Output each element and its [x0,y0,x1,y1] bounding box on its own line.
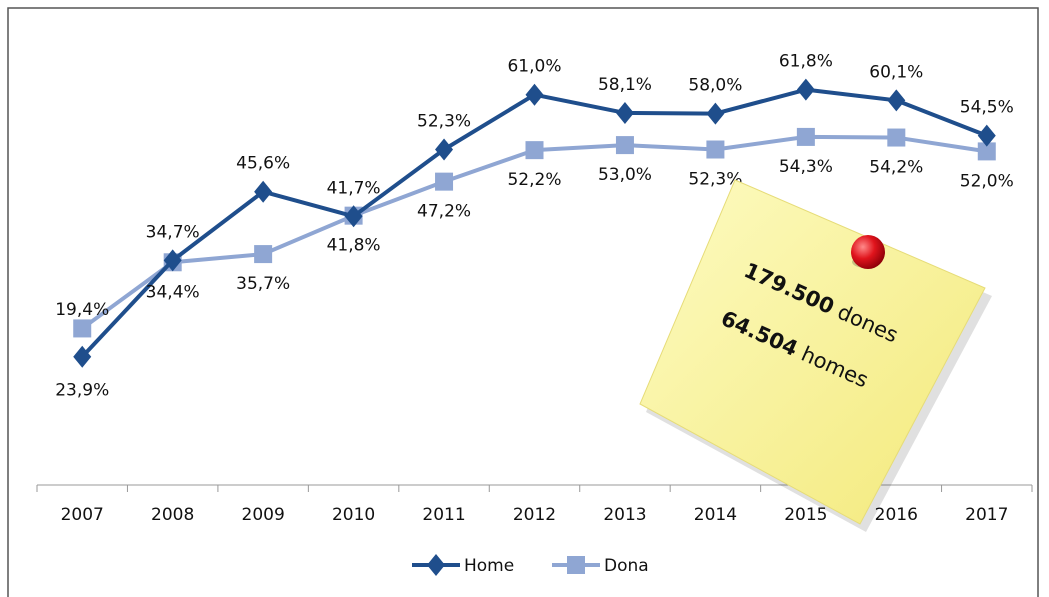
marker [567,556,585,574]
x-tick-label: 2007 [61,505,104,525]
data-label: 23,9% [55,380,109,400]
marker [435,172,454,191]
marker [706,140,725,159]
legend-label: Dona [604,556,649,576]
data-label: 61,8% [779,52,833,72]
note [639,179,986,525]
marker [254,245,273,264]
data-label: 34,4% [146,282,200,302]
marker [163,249,182,272]
marker [977,124,996,147]
x-tick-label: 2012 [513,505,556,525]
marker [254,180,273,203]
x-tick-label: 2017 [965,505,1008,525]
data-label: 45,6% [236,154,290,174]
frame [7,7,1039,597]
marker [73,319,92,338]
marker [615,101,634,124]
plot-area: 2007 2008 2009 2010 2011 2012 2013 2014 2015 2016… [36,52,1033,576]
x-tick-label: 2011 [422,505,465,525]
marker [887,128,906,147]
marker [525,83,544,106]
data-label: 47,2% [417,202,471,222]
x-tick-label: 2010 [332,505,375,525]
data-label: 41,7% [327,178,381,198]
data-label: 53,0% [598,165,652,185]
data-label: 19,4% [55,300,109,320]
x-tick-label: 2013 [603,505,646,525]
data-label: 52,3% [688,170,742,190]
x-tick-label: 2014 [694,505,737,525]
data-label: 52,0% [960,171,1014,191]
data-label: 52,2% [507,170,561,190]
marker [525,141,544,160]
marker [706,102,725,125]
marker [73,345,92,368]
marker [344,205,363,228]
data-label: 54,5% [960,98,1014,118]
pin [851,235,885,269]
x-tick-label: 2016 [875,505,918,525]
data-label: 61,0% [507,57,561,77]
data-label: 35,7% [236,274,290,294]
marker [887,89,906,112]
marker [435,138,454,161]
marker [796,127,815,146]
marker [796,78,815,101]
legend-label: Home [464,556,514,576]
data-label: 41,8% [327,236,381,256]
marker [615,136,634,155]
sticky-note: 179.500 dones 64.504 homes [639,179,992,532]
data-label: 60,1% [869,62,923,82]
x-tick-label: 2008 [151,505,194,525]
data-label: 58,0% [688,76,742,96]
data-label: 52,3% [417,112,471,132]
x-tick-label: 2009 [242,505,285,525]
marker [977,142,996,161]
data-label: 54,3% [779,157,833,177]
marker [427,554,445,576]
data-label: 34,7% [146,222,200,242]
data-label: 54,2% [869,158,923,178]
x-tick-label: 2015 [784,505,827,525]
data-label: 58,1% [598,75,652,95]
